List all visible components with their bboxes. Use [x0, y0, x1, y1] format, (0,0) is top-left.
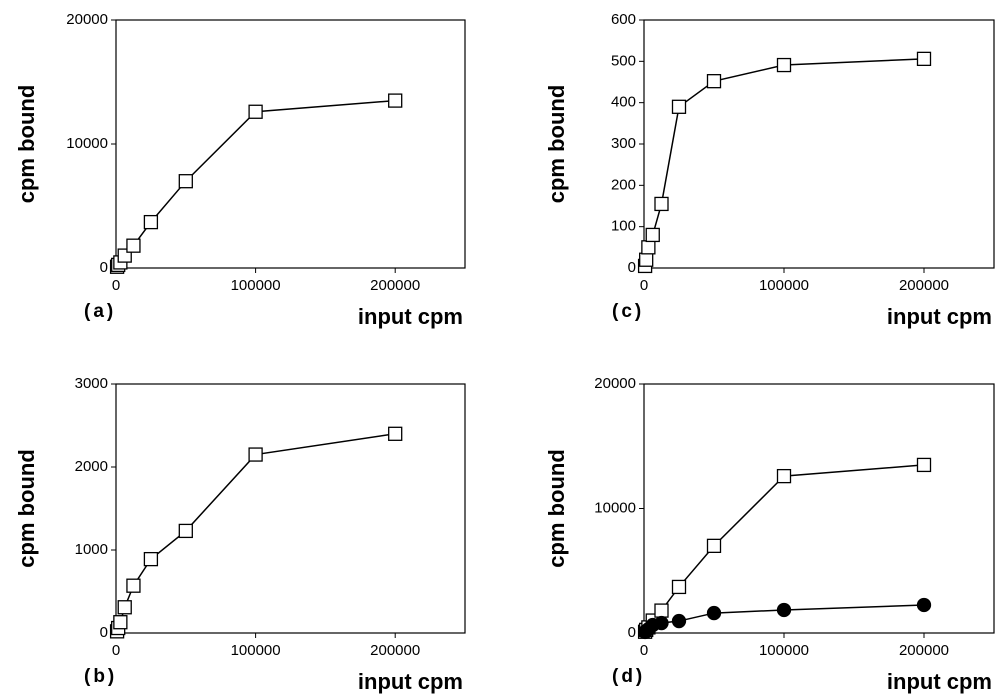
y-tick-label: 20000 [594, 375, 636, 392]
marker [126, 578, 141, 593]
y-tick-label: 300 [611, 135, 636, 152]
marker [916, 51, 932, 67]
x-tick-label: 100000 [759, 277, 809, 294]
marker [143, 551, 159, 567]
series-line [116, 99, 396, 268]
marker [248, 447, 263, 462]
y-tick-label: 10000 [594, 499, 636, 516]
y-axis-label: cpm bound [14, 449, 39, 568]
x-axis-label: input cpm [887, 669, 992, 694]
x-tick-label: 200000 [370, 642, 420, 659]
y-tick-label: 1000 [75, 541, 108, 558]
plot-frame [643, 383, 995, 634]
panel-label: (a) [84, 301, 116, 322]
x-axis-label: input cpm [358, 304, 463, 329]
x-axis-label: input cpm [358, 669, 463, 694]
y-tick-label: 0 [100, 259, 108, 276]
marker [654, 603, 669, 618]
y-tick-label: 500 [611, 52, 636, 69]
panel-label: (c) [612, 301, 644, 322]
marker [248, 104, 263, 119]
y-tick-label: 10000 [66, 135, 108, 152]
y-tick-label: 600 [611, 11, 636, 28]
x-tick-label: 200000 [370, 277, 420, 294]
marker [671, 613, 687, 629]
marker [645, 227, 660, 243]
x-axis-label: input cpm [887, 304, 992, 329]
y-tick-label: 0 [100, 624, 108, 641]
marker [916, 597, 932, 613]
y-tick-label: 20000 [66, 11, 108, 28]
marker [143, 214, 159, 230]
marker [654, 196, 669, 212]
y-tick-label: 2000 [75, 458, 108, 475]
plot-frame [115, 383, 466, 634]
marker [916, 457, 932, 473]
x-tick-label: 0 [112, 277, 120, 294]
marker [671, 99, 687, 114]
marker [126, 238, 141, 253]
y-axis-label: cpm bound [544, 449, 569, 568]
marker [641, 240, 656, 255]
x-tick-label: 0 [640, 642, 648, 659]
marker [639, 252, 654, 267]
marker [776, 468, 792, 484]
y-axis-label: cpm bound [14, 85, 39, 204]
plot-frame [115, 19, 466, 269]
y-tick-label: 0 [628, 259, 636, 276]
y-axis-label: cpm bound [544, 85, 569, 204]
x-tick-label: 100000 [231, 642, 281, 659]
marker [776, 602, 792, 618]
series-line [116, 433, 396, 632]
marker [113, 615, 128, 630]
y-tick-label: 400 [611, 94, 636, 111]
x-tick-label: 0 [112, 642, 120, 659]
marker [117, 600, 132, 615]
marker [776, 57, 792, 73]
y-tick-label: 3000 [75, 375, 108, 392]
y-tick-label: 200 [611, 176, 636, 193]
x-tick-label: 100000 [231, 277, 281, 294]
marker [671, 579, 687, 595]
x-tick-label: 200000 [899, 642, 949, 659]
marker [388, 426, 403, 441]
marker [388, 93, 403, 108]
marker [178, 174, 193, 189]
panel-label: (d) [612, 666, 645, 687]
y-tick-label: 100 [611, 218, 636, 235]
panel-label: (b) [84, 666, 117, 687]
marker [654, 615, 669, 631]
marker [178, 523, 193, 539]
x-tick-label: 100000 [759, 642, 809, 659]
y-tick-label: 0 [628, 624, 636, 641]
marker [706, 605, 722, 621]
marker [706, 74, 722, 89]
series-line [644, 58, 925, 267]
x-tick-label: 0 [640, 277, 648, 294]
plot-frame [643, 19, 995, 269]
x-tick-label: 200000 [899, 277, 949, 294]
marker [706, 538, 722, 553]
